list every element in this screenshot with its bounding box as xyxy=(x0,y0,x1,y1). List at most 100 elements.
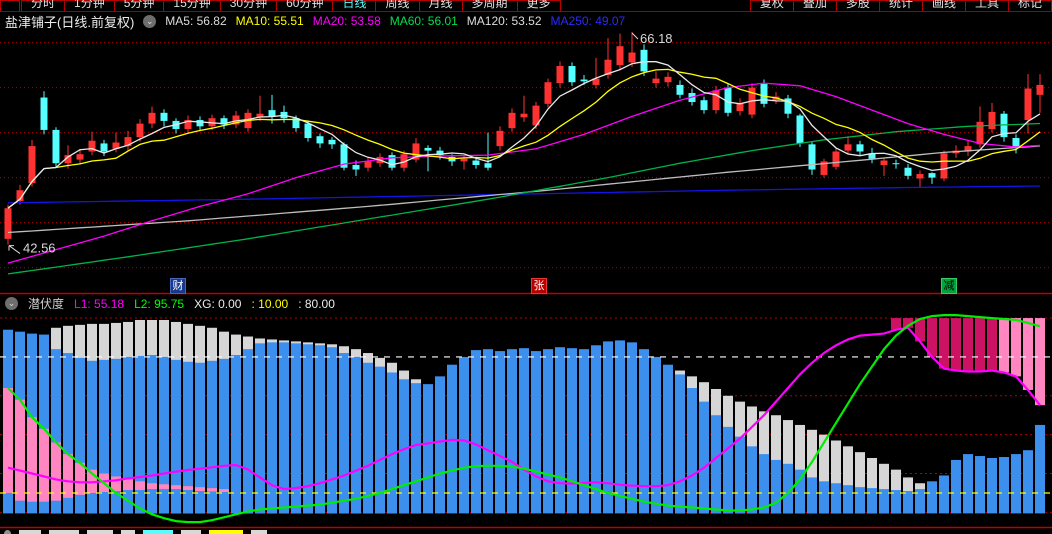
candle-body xyxy=(820,161,828,175)
candle-body xyxy=(976,121,984,145)
indicator-bar-blue xyxy=(999,457,1009,514)
candle-body xyxy=(652,78,660,84)
candle-body xyxy=(460,158,468,162)
trough-price-label: 42.56 xyxy=(23,241,56,256)
indicator-bar-blue xyxy=(51,349,61,514)
indicator-bar-blue xyxy=(339,353,349,514)
indicator-bar-blue xyxy=(195,362,205,514)
indicator-bar-blue xyxy=(939,475,949,514)
indicator-bar-blue xyxy=(255,343,265,514)
candle-body xyxy=(784,98,792,114)
candle-body xyxy=(844,144,852,151)
event-badge-1[interactable]: 张 xyxy=(531,278,547,294)
menu-bar: 分时 1分钟 5分钟 15分钟 30分钟 60分钟 日线 周线 月线 多周期 更多 复权 叠加 多股 统计 画… xyxy=(0,0,1052,12)
ma-line-ma10 xyxy=(7,68,1041,209)
indicator-bar-blue xyxy=(375,366,385,514)
indicator-bar-pink xyxy=(135,481,145,491)
indicator-bar-blue xyxy=(651,356,661,514)
candle-body xyxy=(736,103,744,112)
menu-item-right-6[interactable]: 标记 xyxy=(1007,0,1052,11)
candle-body xyxy=(52,129,60,164)
menu-item-label: 60分钟 xyxy=(286,0,324,10)
candlestick-plot[interactable]: 66.18 42.56 xyxy=(0,31,1052,275)
candle-body xyxy=(808,144,816,170)
indicator-bar-pink xyxy=(219,489,229,492)
indicator-bar-blue xyxy=(519,348,529,514)
indicator-bar-blue xyxy=(207,360,217,514)
indicator-bar-blue xyxy=(75,357,85,514)
candle-body xyxy=(88,140,96,152)
indicator-bar-pink xyxy=(111,476,121,492)
event-badge-2[interactable]: 减 xyxy=(941,278,957,294)
clipped-text-fragment xyxy=(4,530,11,534)
indicator-bar-blue xyxy=(111,358,121,514)
indicator-bar-top xyxy=(903,318,913,328)
indicator-bar-top xyxy=(891,318,901,330)
indicator-bar-blue xyxy=(471,350,481,514)
indicator-bar-blue xyxy=(603,341,613,514)
candle-body xyxy=(640,49,648,72)
event-badge-0[interactable]: 财 xyxy=(170,278,186,294)
menu-item-label: 工具 xyxy=(974,0,999,10)
indicator-bar-blue xyxy=(771,459,781,514)
indicator-bar-top xyxy=(1011,318,1021,377)
indicator-bar-pink xyxy=(147,483,157,490)
indicator-bar-gray xyxy=(855,452,865,514)
candle-body xyxy=(544,82,552,104)
indicator-bar-blue xyxy=(351,356,361,514)
candle-body xyxy=(232,115,240,125)
indicator-bar-blue xyxy=(183,361,193,514)
candle-body xyxy=(184,120,192,130)
candle-body xyxy=(796,115,804,144)
menu-item-left-10[interactable]: 更多 xyxy=(516,0,561,11)
indicator-bar-top xyxy=(951,318,961,371)
indicator-bar-blue xyxy=(831,483,841,514)
indicator-bar-blue xyxy=(531,351,541,514)
indicator-bar-blue xyxy=(231,354,241,514)
indicator-bar-top xyxy=(999,318,1009,373)
menu-item-label: 多股 xyxy=(845,0,870,10)
candle-body xyxy=(400,154,408,168)
candle-body xyxy=(724,87,732,113)
indicator-bar-pink xyxy=(159,484,169,490)
indicator-bar-blue xyxy=(543,349,553,514)
indicator-bar-blue xyxy=(99,359,109,514)
candle-body xyxy=(112,142,120,149)
clipped-text-fragment xyxy=(87,530,113,534)
indicator-header: ⌄ 潜伏度 L1: 55.18 L2: 95.75 XG: 0.00: 10.00:… xyxy=(5,296,335,311)
indicator-bar-blue xyxy=(783,463,793,514)
indicator-param-0: L1: 55.18 xyxy=(74,296,125,311)
menu-item-label: 统计 xyxy=(888,0,913,10)
indicator-param-3: : 10.00 xyxy=(251,296,289,311)
candle-body xyxy=(604,59,612,76)
indicator-bar-top xyxy=(987,318,997,371)
candle-body xyxy=(316,136,324,144)
candle-body xyxy=(940,153,948,179)
candle-body xyxy=(664,76,672,83)
candle-body xyxy=(556,66,564,84)
indicator-bar-blue xyxy=(747,446,757,514)
indicator-bar-top xyxy=(1035,318,1045,406)
ma-legend-3: MA60: 56.01 xyxy=(389,14,458,28)
ma-line-ma250 xyxy=(7,185,1041,204)
indicator-bar-blue xyxy=(483,349,493,514)
indicator-bar-pink xyxy=(75,462,85,495)
chevron-down-icon[interactable]: ⌄ xyxy=(5,297,18,310)
clipped-text-fragment xyxy=(143,530,173,534)
candle-body xyxy=(328,139,336,145)
indicator-bar-pink xyxy=(15,399,25,501)
indicator-plot[interactable] xyxy=(0,314,1052,524)
menu-item-label: 周线 xyxy=(385,0,410,10)
indicator-bar-blue xyxy=(903,491,913,514)
candle-body xyxy=(700,100,708,111)
ma-line-ma60 xyxy=(7,122,1041,275)
chevron-down-icon[interactable]: ⌄ xyxy=(143,14,157,28)
indicator-bar-top xyxy=(927,318,937,357)
candle-body xyxy=(196,120,204,127)
candle-body xyxy=(340,144,348,168)
indicator-bar-pink xyxy=(123,479,133,491)
candle-body xyxy=(676,84,684,95)
candle-body xyxy=(136,123,144,138)
app-logo-icon[interactable] xyxy=(0,0,20,11)
